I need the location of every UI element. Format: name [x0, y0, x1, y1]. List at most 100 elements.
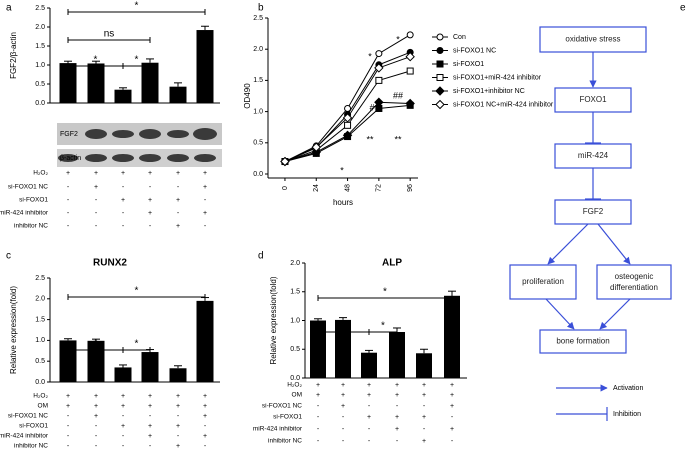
panel-label: a	[6, 3, 12, 14]
condition-cell: -	[451, 414, 454, 421]
condition-cell: -	[451, 438, 454, 445]
x-tick-label: 72	[376, 184, 383, 192]
condition-cell: +	[203, 433, 207, 440]
node-label: miR-424	[578, 151, 609, 160]
activation-arrow	[599, 298, 631, 330]
condition-label: miR-424 inhibitor	[0, 210, 49, 217]
legend-marker	[435, 99, 445, 110]
bar	[416, 353, 432, 378]
significance: #	[369, 102, 374, 112]
activation-arrow	[547, 223, 589, 265]
y-axis-label: Relative expression(fold)	[269, 276, 278, 364]
marker	[280, 156, 290, 167]
condition-cell: +	[203, 170, 207, 177]
condition-cell: -	[149, 413, 152, 420]
significance: **	[366, 134, 374, 144]
condition-label: si-FOXO1 NC	[8, 184, 48, 191]
condition-cell: -	[317, 403, 320, 410]
condition-cell: +	[450, 382, 454, 389]
condition-label: OM	[292, 392, 302, 399]
significance: ns	[104, 29, 115, 40]
bar	[169, 368, 187, 382]
legend-label: si-FOXO1 NC	[453, 47, 496, 54]
condition-cell: -	[67, 197, 70, 204]
condition-cell: +	[176, 423, 180, 430]
condition-cell: -	[67, 443, 70, 450]
condition-cell: -	[317, 426, 320, 433]
node	[596, 264, 672, 300]
condition-cell: -	[67, 184, 70, 191]
bar	[87, 63, 105, 103]
significance: *	[135, 55, 139, 66]
condition-label: si-FOXO1	[19, 197, 48, 204]
condition-cell: +	[94, 403, 98, 410]
condition-cell: -	[204, 423, 207, 430]
y-tick-label: 0.5	[290, 346, 300, 353]
bar	[114, 89, 132, 103]
condition-cell: +	[176, 393, 180, 400]
condition-cell: +	[94, 170, 98, 177]
significance: *	[381, 321, 385, 332]
node-label: FGF2	[583, 207, 604, 216]
condition-cell: +	[367, 392, 371, 399]
significance: *	[135, 286, 139, 297]
node	[554, 199, 632, 225]
node-label: FOXO1	[579, 95, 607, 104]
condition-cell: +	[341, 382, 345, 389]
condition-label: H₂O₂	[287, 382, 302, 389]
condition-cell: +	[148, 423, 152, 430]
bar	[389, 332, 405, 378]
marker	[344, 121, 352, 129]
condition-cell: +	[203, 184, 207, 191]
bar	[361, 352, 377, 378]
condition-cell: +	[121, 403, 125, 410]
node	[539, 329, 627, 354]
y-tick-label: 0.0	[35, 379, 45, 386]
significance: *	[383, 287, 387, 298]
y-tick-label: 0.5	[253, 140, 263, 147]
legend-label: Inhibition	[613, 411, 641, 418]
condition-cell: -	[177, 433, 180, 440]
node	[539, 26, 647, 53]
condition-cell: +	[148, 403, 152, 410]
bar	[310, 320, 326, 378]
condition-cell: -	[204, 197, 207, 204]
condition-cell: -	[177, 413, 180, 420]
node-label: osteogenic	[615, 272, 654, 281]
y-tick-label: 1.0	[35, 337, 45, 344]
condition-cell: +	[176, 170, 180, 177]
marker	[375, 50, 383, 58]
chart-title: RUNX2	[93, 258, 127, 269]
condition-cell: +	[422, 414, 426, 421]
blot: FGF2 β-actin	[57, 123, 222, 167]
condition-cell: -	[67, 423, 70, 430]
x-tick-label: 96	[407, 184, 414, 192]
y-axis-label: OD490	[243, 83, 252, 109]
condition-cell: -	[67, 413, 70, 420]
condition-cell: -	[368, 426, 371, 433]
condition-cell: -	[342, 414, 345, 421]
marker	[342, 130, 353, 141]
bar	[59, 63, 77, 103]
condition-cell: -	[95, 433, 98, 440]
condition-label: si-FOXO1 NC	[8, 413, 48, 420]
condition-cell: -	[122, 210, 125, 217]
condition-cell: -	[204, 443, 207, 450]
condition-cell: +	[121, 423, 125, 430]
y-tick-label: 1.5	[35, 316, 45, 323]
condition-cell: -	[122, 184, 125, 191]
condition-cell: +	[121, 393, 125, 400]
significance: *	[94, 339, 98, 350]
y-tick-label: 1.0	[35, 62, 45, 69]
condition-cell: +	[395, 414, 399, 421]
y-tick-label: 1.5	[290, 289, 300, 296]
x-tick-label: 0	[282, 186, 289, 190]
y-tick-label: 2.0	[253, 46, 263, 53]
condition-cell: +	[422, 392, 426, 399]
node-label: differentiation	[610, 283, 658, 292]
condition-cell: -	[368, 403, 371, 410]
legend-marker	[436, 60, 444, 68]
x-tick-label: 48	[344, 184, 351, 192]
node-label: oxidative stress	[565, 35, 620, 44]
condition-cell: +	[367, 414, 371, 421]
